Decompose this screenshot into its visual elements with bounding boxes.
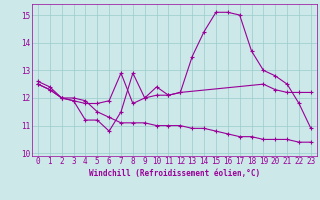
X-axis label: Windchill (Refroidissement éolien,°C): Windchill (Refroidissement éolien,°C) bbox=[89, 169, 260, 178]
